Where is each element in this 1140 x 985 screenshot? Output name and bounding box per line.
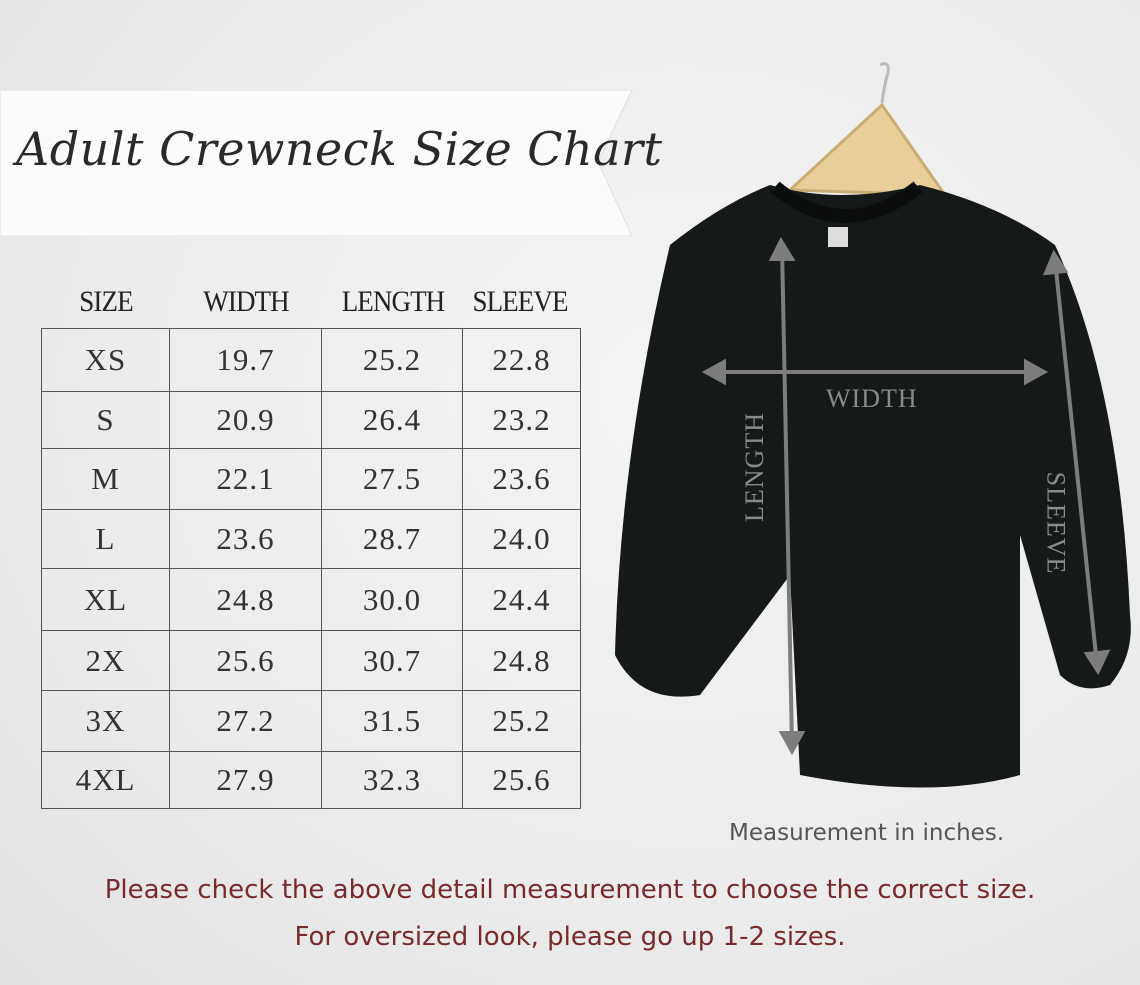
width-label: WIDTH <box>826 384 918 413</box>
header-sleeve: SLEEVE <box>472 285 568 318</box>
unit-note: Measurement in inches. <box>729 820 1005 846</box>
length-label: LENGTH <box>739 412 769 522</box>
width-cell: 23.6 <box>169 509 322 569</box>
size-cell: 3X <box>41 690 170 752</box>
length-cell: 30.7 <box>321 630 463 691</box>
sleeve-cell: 24.4 <box>462 568 581 631</box>
sleeve-arrow <box>1053 259 1099 666</box>
length-cell: 26.4 <box>321 391 463 449</box>
table-row: 4XL 27.9 32.3 25.6 <box>41 751 581 809</box>
width-cell: 19.7 <box>169 328 322 392</box>
length-cell: 28.7 <box>321 509 463 569</box>
size-table: XS 19.7 25.2 22.8 S 20.9 26.4 23.2 M 22.1 27.5 23.6… <box>41 328 581 809</box>
sleeve-cell: 24.0 <box>462 509 581 569</box>
width-cell: 24.8 <box>169 568 322 631</box>
table-row: XL 24.8 30.0 24.4 <box>41 568 581 631</box>
sleeve-cell: 23.2 <box>462 391 581 449</box>
hanger-icon <box>786 62 948 197</box>
table-row: L 23.6 28.7 24.0 <box>41 509 581 569</box>
length-cell: 25.2 <box>321 328 463 392</box>
size-cell: S <box>41 391 170 449</box>
length-arrow <box>780 246 794 746</box>
header-width: WIDTH <box>203 285 289 318</box>
header-length: LENGTH <box>341 285 445 318</box>
table-row: XS 19.7 25.2 22.8 <box>41 328 581 392</box>
title-banner <box>0 90 634 236</box>
size-cell: 2X <box>41 630 170 691</box>
footer-line-1: Please check the above detail measuremen… <box>104 875 1036 905</box>
table-row: M 22.1 27.5 23.6 <box>41 448 581 510</box>
sleeve-cell: 25.2 <box>462 690 581 752</box>
table-row: 3X 27.2 31.5 25.2 <box>41 690 581 752</box>
size-cell: L <box>41 509 170 569</box>
width-cell: 20.9 <box>169 391 322 449</box>
sweatshirt <box>615 185 1131 788</box>
sleeve-cell: 24.8 <box>462 630 581 691</box>
length-cell: 27.5 <box>321 448 463 510</box>
sleeve-cell: 25.6 <box>462 751 581 809</box>
table-row: S 20.9 26.4 23.2 <box>41 391 581 449</box>
header-size: SIZE <box>79 285 133 318</box>
sleeve-cell: 23.6 <box>462 448 581 510</box>
size-cell: 4XL <box>41 751 170 809</box>
width-cell: 22.1 <box>169 448 322 510</box>
length-cell: 31.5 <box>321 690 463 752</box>
sweatshirt-diagram <box>600 55 1140 819</box>
page-title: Adult Crewneck Size Chart <box>16 122 663 176</box>
size-cell: XL <box>41 568 170 631</box>
size-cell: M <box>41 448 170 510</box>
sleeve-cell: 22.8 <box>462 328 581 392</box>
size-cell: XS <box>41 328 170 392</box>
width-cell: 27.2 <box>169 690 322 752</box>
sleeve-label: SLEEVE <box>1041 471 1071 575</box>
table-row: 2X 25.6 30.7 24.8 <box>41 630 581 691</box>
width-cell: 27.9 <box>169 751 322 809</box>
width-cell: 25.6 <box>169 630 322 691</box>
length-cell: 32.3 <box>321 751 463 809</box>
footer-line-2: For oversized look, please go up 1-2 siz… <box>294 922 846 952</box>
length-cell: 30.0 <box>321 568 463 631</box>
